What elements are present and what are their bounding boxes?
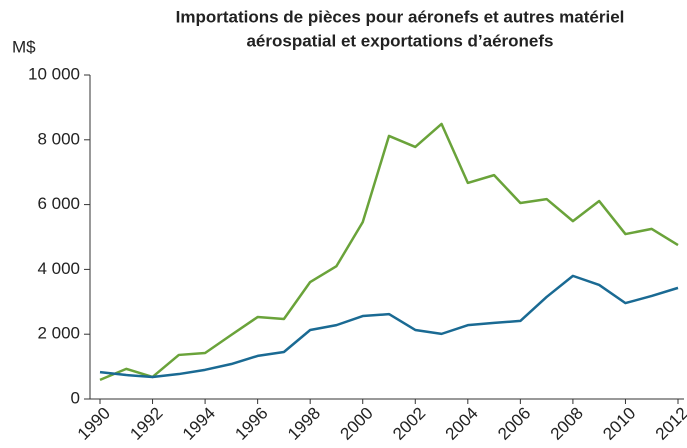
chart-title: Importations de pièces pour aéronefs et …: [176, 7, 625, 26]
y-axis-label: M$: [12, 37, 36, 56]
y-tick-label: 10 000: [28, 64, 80, 83]
x-tick-label: 1996: [231, 404, 271, 444]
x-tick-label: 1992: [126, 404, 166, 444]
x-tick-label: 2002: [389, 404, 429, 444]
y-tick-label: 0: [71, 388, 80, 407]
x-tick-label: 2008: [547, 404, 587, 444]
x-tick-label: 1998: [284, 404, 324, 444]
x-tick-label: 1990: [74, 404, 114, 444]
x-tick-label: 1994: [179, 404, 219, 444]
x-tick-label: 2012: [652, 404, 687, 444]
x-tick-label: 2006: [494, 404, 534, 444]
chart-title: aérospatial et exportations d’aéronefs: [246, 31, 553, 50]
series-line: [99, 122, 679, 382]
x-tick-label: 2010: [599, 404, 639, 444]
y-tick-label: 6 000: [37, 194, 80, 213]
series-line: [99, 274, 679, 379]
y-tick-label: 8 000: [37, 129, 80, 148]
y-tick-label: 4 000: [37, 259, 80, 278]
x-tick-label: 2000: [337, 404, 377, 444]
y-tick-label: 2 000: [37, 324, 80, 343]
x-tick-label: 2004: [442, 404, 482, 444]
